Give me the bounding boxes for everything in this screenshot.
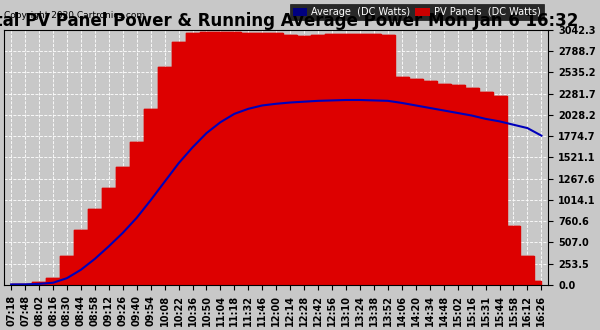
Text: Copyright 2020 Cartronics.com: Copyright 2020 Cartronics.com	[4, 11, 145, 19]
Legend: Average  (DC Watts), PV Panels  (DC Watts): Average (DC Watts), PV Panels (DC Watts)	[290, 4, 544, 20]
Title: Total PV Panel Power & Running Average Power Mon Jan 6 16:32: Total PV Panel Power & Running Average P…	[0, 12, 578, 30]
